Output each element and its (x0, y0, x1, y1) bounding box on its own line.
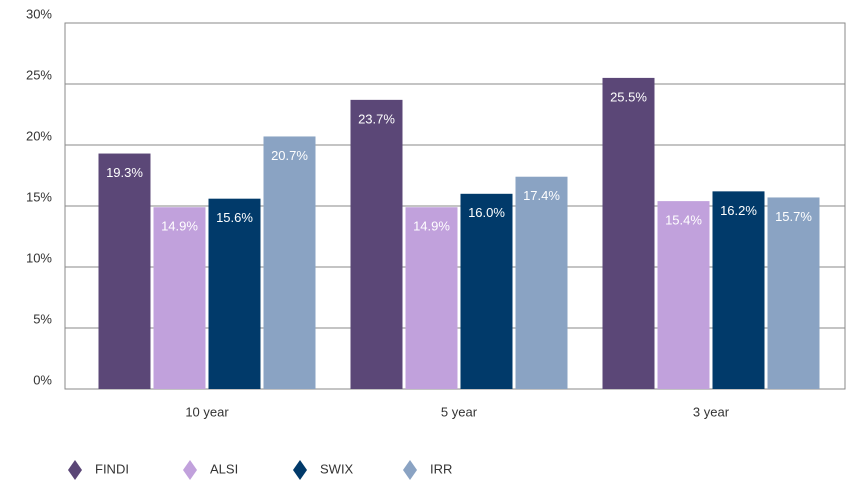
y-tick-label: 0% (33, 372, 52, 387)
y-tick-label: 15% (26, 189, 52, 204)
bar (98, 153, 151, 389)
legend-label: FINDI (95, 461, 129, 476)
x-tick-label: 10 year (185, 404, 229, 419)
x-tick-label: 5 year (441, 404, 478, 419)
bar (712, 191, 765, 389)
value-label: 16.0% (468, 205, 505, 220)
bar (350, 99, 403, 390)
legend-marker (403, 460, 417, 480)
y-tick-label: 5% (33, 311, 52, 326)
bar (153, 207, 206, 389)
legend-label: IRR (430, 461, 452, 476)
bar (405, 207, 458, 389)
value-label: 14.9% (413, 219, 450, 234)
value-label: 15.7% (775, 209, 812, 224)
value-label: 16.2% (720, 203, 757, 218)
y-tick-label: 25% (26, 67, 52, 82)
bar (657, 201, 710, 389)
bar (767, 197, 820, 389)
x-tick-label: 3 year (693, 404, 730, 419)
bar (515, 176, 568, 389)
legend-marker (183, 460, 197, 480)
y-tick-label: 30% (26, 6, 52, 21)
y-tick-label: 20% (26, 128, 52, 143)
bar (208, 198, 261, 389)
bar (263, 136, 316, 389)
legend-marker (293, 460, 307, 480)
value-label: 17.4% (523, 188, 560, 203)
bar (460, 193, 513, 389)
legend-label: SWIX (320, 461, 354, 476)
value-label: 23.7% (358, 111, 395, 126)
value-label: 15.4% (665, 213, 702, 228)
legend-label: ALSI (210, 461, 238, 476)
value-label: 25.5% (610, 89, 647, 104)
value-label: 20.7% (271, 148, 308, 163)
value-label: 19.3% (106, 165, 143, 180)
bar (602, 77, 655, 390)
value-label: 15.6% (216, 210, 253, 225)
y-tick-label: 10% (26, 250, 52, 265)
legend-marker (68, 460, 82, 480)
value-label: 14.9% (161, 219, 198, 234)
